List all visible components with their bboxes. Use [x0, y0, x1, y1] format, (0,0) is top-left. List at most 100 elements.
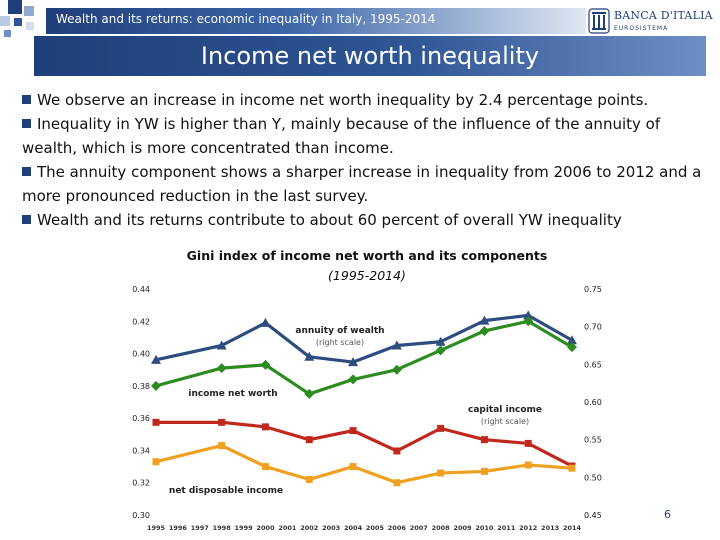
series-marker	[304, 351, 315, 361]
section-title: Wealth and its returns: economic inequal…	[56, 12, 436, 26]
x-axis-tick-label: 2003	[322, 524, 340, 532]
x-axis-tick-label: 1999	[235, 524, 254, 532]
left-axis-tick-label: 0.34	[132, 446, 150, 455]
series-line	[155, 443, 573, 485]
series-marker	[349, 463, 357, 471]
bank-emblem-icon	[588, 8, 610, 34]
x-axis-tick-label: 2000	[256, 524, 275, 532]
series-marker	[435, 345, 446, 356]
series-marker	[305, 475, 313, 483]
series-marker	[393, 479, 401, 487]
gini-line-chart: 0.30 0.32 0.34 0.36 0.38 0.40 0.42 0.44 0.45 0.50…	[132, 285, 602, 532]
series-marker	[260, 359, 271, 370]
bullet-list: We observe an increase in income net wor…	[22, 88, 712, 232]
series-marker	[524, 439, 532, 447]
series-marker	[261, 463, 269, 471]
series-label: income net worth	[188, 389, 277, 399]
x-axis-tick-label: 2002	[300, 524, 318, 532]
x-axis-tick-label: 2006	[388, 524, 407, 532]
series-marker	[567, 342, 577, 353]
x-axis-tick-label: 2007	[410, 524, 428, 532]
series-line	[155, 319, 573, 396]
series-marker	[479, 315, 490, 325]
x-axis-tick-label: 2004	[344, 524, 363, 532]
series-marker	[437, 469, 445, 477]
series-marker	[568, 464, 576, 472]
series-marker	[348, 357, 359, 367]
series-marker	[567, 335, 577, 345]
x-axis-tick-label: 1997	[191, 524, 209, 532]
series-marker	[216, 363, 227, 374]
x-axis-tick-label: 2013	[541, 524, 559, 532]
series-label: (right scale)	[316, 338, 364, 347]
series-marker	[152, 458, 160, 466]
series-marker	[393, 447, 401, 455]
left-axis-tick-label: 0.42	[132, 317, 150, 326]
right-axis-tick-label: 0.45	[584, 511, 602, 520]
series-marker	[479, 325, 490, 336]
bullet-item: Wealth and its returns contribute to abo…	[22, 208, 712, 232]
series-marker	[152, 418, 160, 426]
page-number: 6	[664, 508, 671, 521]
series-marker	[151, 380, 161, 391]
x-axis-tick-label: 2014	[563, 524, 582, 532]
series-marker	[151, 354, 161, 364]
series-label: annuity of wealth	[295, 326, 384, 336]
right-axis-tick-label: 0.55	[584, 436, 602, 445]
bullet-text: Wealth and its returns contribute to abo…	[37, 211, 622, 229]
bullet-square-icon	[22, 215, 31, 224]
left-axis-tick-label: 0.32	[132, 479, 150, 488]
series-marker	[391, 340, 402, 350]
x-axis-tick-label: 2011	[497, 524, 516, 532]
series-marker	[305, 436, 313, 444]
x-axis-tick-label: 2010	[475, 524, 494, 532]
right-axis-tick-label: 0.70	[584, 323, 602, 332]
series-marker	[524, 461, 532, 469]
bullet-square-icon	[22, 95, 31, 104]
bullet-square-icon	[22, 167, 31, 176]
decorative-squares	[0, 0, 60, 44]
series-line	[155, 313, 573, 364]
header-bar	[46, 8, 586, 34]
x-axis-tick-label: 2012	[519, 524, 537, 532]
series-marker	[523, 316, 534, 327]
series-marker	[216, 340, 227, 350]
bullet-item: We observe an increase in income net wor…	[22, 88, 712, 112]
series-marker	[435, 336, 446, 346]
series-marker	[480, 467, 488, 475]
bullet-item: The annuity component shows a sharper in…	[22, 160, 712, 208]
left-axis-tick-label: 0.38	[132, 382, 150, 391]
chart-subtitle: (1995-2014)	[328, 268, 406, 283]
title-bar	[34, 36, 706, 76]
x-axis-tick-label: 1998	[213, 524, 232, 532]
right-axis-tick-label: 0.60	[584, 398, 602, 407]
right-axis-tick-label: 0.65	[584, 360, 602, 369]
series-marker	[480, 436, 488, 444]
x-axis-tick-label: 2008	[432, 524, 451, 532]
x-axis-tick-label: 2009	[453, 524, 472, 532]
series-label: (right scale)	[481, 417, 529, 426]
right-axis-tick-label: 0.50	[584, 473, 602, 482]
series-marker	[348, 374, 359, 385]
series-marker	[218, 442, 226, 450]
left-axis-tick-label: 0.40	[132, 350, 150, 359]
logo-name: BANCA D'ITALIA	[614, 9, 713, 22]
left-axis-tick-label: 0.36	[132, 414, 150, 423]
bullet-square-icon	[22, 119, 31, 128]
series-label: net disposable income	[169, 486, 283, 496]
series-marker	[261, 423, 269, 431]
chart-title: Gini index of income net worth and its c…	[186, 248, 548, 263]
series-marker	[349, 427, 357, 435]
left-axis-tick-label: 0.30	[132, 511, 150, 520]
series-marker	[260, 317, 271, 327]
series-marker	[218, 418, 226, 426]
series-marker	[437, 424, 445, 432]
series-marker	[391, 364, 402, 375]
series-marker	[523, 310, 534, 320]
bullet-text: Inequality in YW is higher than Y, mainl…	[22, 115, 661, 157]
right-axis-tick-label: 0.75	[584, 285, 602, 294]
left-axis-tick-label: 0.44	[132, 285, 150, 294]
x-axis-tick-label: 1995	[147, 524, 166, 532]
slide-title: Income net worth inequality	[200, 42, 540, 70]
bullet-item: Inequality in YW is higher than Y, mainl…	[22, 112, 712, 160]
